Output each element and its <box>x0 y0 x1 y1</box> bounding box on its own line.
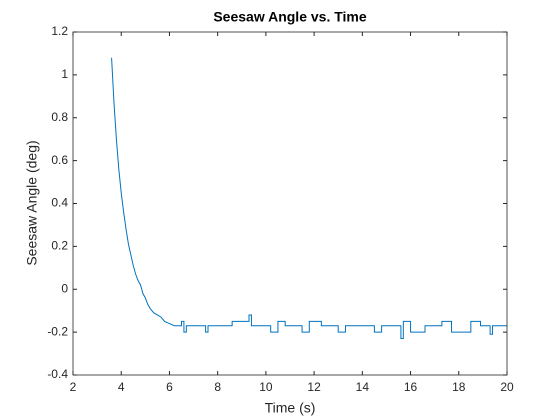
x-tick-label: 14 <box>356 380 370 394</box>
x-axis-label: Time (s) <box>265 400 316 416</box>
x-tick-label: 12 <box>307 380 321 394</box>
x-tick-label: 16 <box>404 380 418 394</box>
data-line <box>111 57 507 340</box>
y-axis-label: Seesaw Angle (deg) <box>24 140 40 265</box>
chart-title: Seesaw Angle vs. Time <box>213 9 367 25</box>
y-tick-label: 0.2 <box>51 239 68 253</box>
x-tick-label: 2 <box>70 380 77 394</box>
x-tick-label: 20 <box>500 380 514 394</box>
x-tick-label: 8 <box>214 380 221 394</box>
y-tick-label: 0.6 <box>51 153 68 167</box>
y-tick-label: 0 <box>61 281 68 295</box>
x-tick-label: 10 <box>259 380 273 394</box>
y-tick-label: -0.2 <box>47 324 68 338</box>
y-tick-label: -0.4 <box>47 367 68 381</box>
x-tick-label: 18 <box>452 380 466 394</box>
y-tick-label: 1 <box>61 67 68 81</box>
y-tick-label: 1.2 <box>51 24 68 38</box>
y-tick-label: 0.4 <box>51 196 68 210</box>
y-tick-label: 0.8 <box>51 110 68 124</box>
x-tick-label: 6 <box>166 380 173 394</box>
x-tick-label: 4 <box>118 380 125 394</box>
